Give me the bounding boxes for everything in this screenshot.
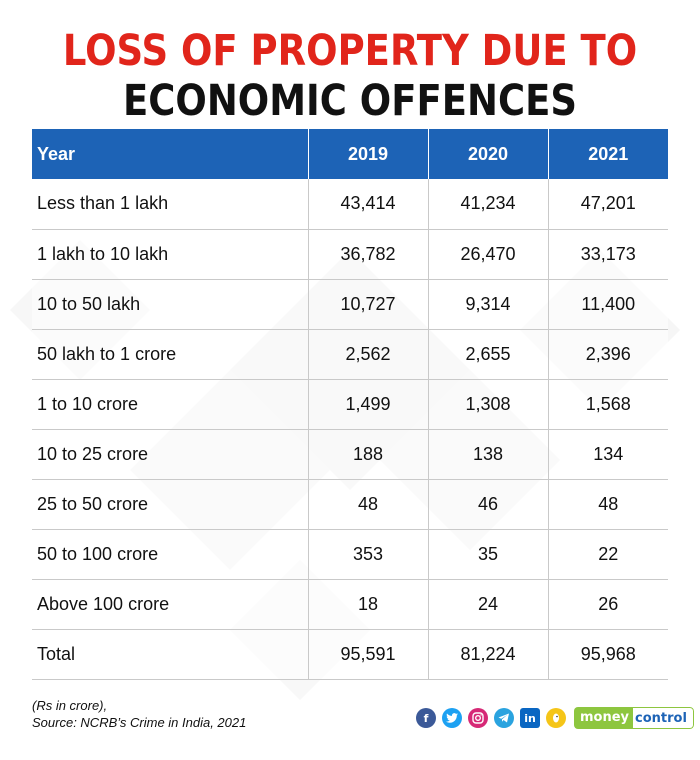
table-row: Above 100 crore 18 24 26 (32, 579, 668, 630)
cell-value: 9,314 (428, 279, 549, 330)
data-table: Year 2019 2020 2021 Less than 1 lakh 43,… (32, 129, 668, 680)
cell-value: 11,400 (548, 279, 668, 330)
row-label: Less than 1 lakh (32, 179, 309, 230)
brand-part-2: control (633, 707, 694, 729)
page-title: LOSS OF PROPERTY DUE TO ECONOMIC OFFENCE… (49, 26, 651, 126)
table-row: 50 to 100 crore 353 35 22 (32, 529, 668, 580)
cell-value: 2,655 (428, 329, 549, 380)
cell-value: 188 (308, 429, 429, 480)
table-header-row: Year 2019 2020 2021 (32, 129, 668, 179)
table-row: 1 to 10 crore 1,499 1,308 1,568 (32, 379, 668, 430)
source-note: Source: NCRB’s Crime in India, 2021 (32, 715, 247, 730)
cell-value: 48 (308, 479, 429, 530)
instagram-icon[interactable] (468, 708, 488, 728)
row-label: Above 100 crore (32, 579, 309, 630)
table-row-total: Total 95,591 81,224 95,968 (32, 629, 668, 680)
cell-value: 353 (308, 529, 429, 580)
title-line-1: LOSS OF PROPERTY DUE TO (62, 26, 638, 76)
cell-value: 134 (548, 429, 668, 480)
header-cell-2021: 2021 (548, 129, 668, 179)
header-cell-2019: 2019 (308, 129, 429, 179)
cell-value: 47,201 (548, 179, 668, 230)
cell-value: 2,396 (548, 329, 668, 380)
cell-value: 36,782 (308, 229, 429, 280)
row-label: 50 to 100 crore (32, 529, 309, 580)
social-icons: f in money control (416, 707, 694, 729)
cell-value: 43,414 (308, 179, 429, 230)
cell-value: 95,591 (308, 629, 429, 680)
cell-value: 26 (548, 579, 668, 630)
table-row: 50 lakh to 1 crore 2,562 2,655 2,396 (32, 329, 668, 380)
table-row: Less than 1 lakh 43,414 41,234 47,201 (32, 179, 668, 230)
cell-value: 1,499 (308, 379, 429, 430)
cell-value: 26,470 (428, 229, 549, 280)
twitter-icon[interactable] (442, 708, 462, 728)
cell-value: 35 (428, 529, 549, 580)
koo-icon[interactable] (546, 708, 566, 728)
cell-value: 22 (548, 529, 668, 580)
facebook-icon[interactable]: f (416, 708, 436, 728)
cell-value: 18 (308, 579, 429, 630)
table-row: 25 to 50 crore 48 46 48 (32, 479, 668, 530)
cell-value: 2,562 (308, 329, 429, 380)
title-line-2: ECONOMIC OFFENCES (123, 76, 577, 126)
cell-value: 10,727 (308, 279, 429, 330)
row-label: 10 to 50 lakh (32, 279, 309, 330)
cell-value: 46 (428, 479, 549, 530)
header-cell-2020: 2020 (428, 129, 549, 179)
moneycontrol-logo: money control (574, 707, 694, 729)
table-row: 1 lakh to 10 lakh 36,782 26,470 33,173 (32, 229, 668, 280)
cell-value: 33,173 (548, 229, 668, 280)
telegram-icon[interactable] (494, 708, 514, 728)
linkedin-icon[interactable]: in (520, 708, 540, 728)
units-note: (Rs in crore), (32, 698, 108, 713)
brand-part-1: money (574, 707, 634, 729)
cell-value: 1,568 (548, 379, 668, 430)
cell-value: 95,968 (548, 629, 668, 680)
cell-value: 81,224 (428, 629, 549, 680)
cell-value: 41,234 (428, 179, 549, 230)
cell-value: 138 (428, 429, 549, 480)
table-row: 10 to 25 crore 188 138 134 (32, 429, 668, 480)
row-label: Total (32, 629, 309, 680)
header-cell-year-label: Year (32, 129, 309, 179)
row-label: 10 to 25 crore (32, 429, 309, 480)
row-label: 1 to 10 crore (32, 379, 309, 430)
row-label: 1 lakh to 10 lakh (32, 229, 309, 280)
cell-value: 1,308 (428, 379, 549, 430)
row-label: 25 to 50 crore (32, 479, 309, 530)
table-row: 10 to 50 lakh 10,727 9,314 11,400 (32, 279, 668, 330)
cell-value: 24 (428, 579, 549, 630)
footnote: (Rs in crore), Source: NCRB’s Crime in I… (32, 697, 246, 731)
row-label: 50 lakh to 1 crore (32, 329, 309, 380)
cell-value: 48 (548, 479, 668, 530)
